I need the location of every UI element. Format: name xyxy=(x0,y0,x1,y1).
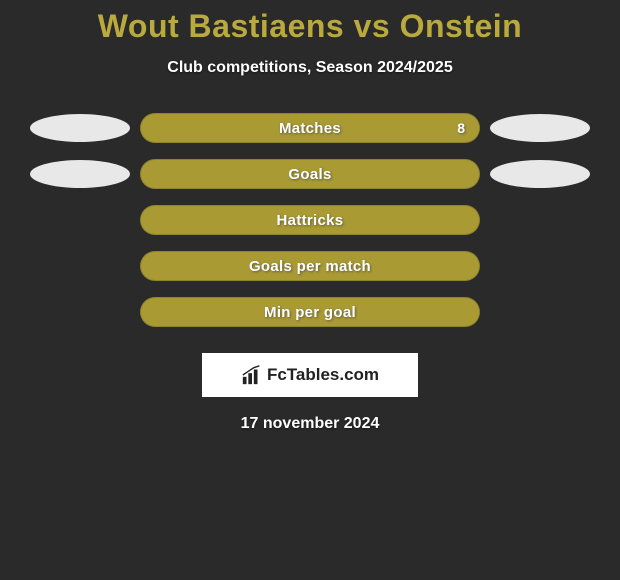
logo-text: FcTables.com xyxy=(267,365,379,385)
stat-row: Goals per match xyxy=(0,243,620,289)
stat-bar-goals-per-match: Goals per match xyxy=(140,251,480,281)
stat-bar-matches: Matches 8 xyxy=(140,113,480,143)
stat-row: Goals xyxy=(0,151,620,197)
stat-bar-hattricks: Hattricks xyxy=(140,205,480,235)
stat-row: Matches 8 xyxy=(0,105,620,151)
stat-label: Matches xyxy=(279,120,341,137)
bars-icon xyxy=(241,364,263,386)
left-ellipse xyxy=(30,114,130,142)
comparison-card: Wout Bastiaens vs Onstein Club competiti… xyxy=(0,0,620,580)
stat-row: Min per goal xyxy=(0,289,620,335)
page-title: Wout Bastiaens vs Onstein xyxy=(0,0,620,45)
stat-bar-goals: Goals xyxy=(140,159,480,189)
stat-label: Min per goal xyxy=(264,304,356,321)
left-ellipse xyxy=(30,160,130,188)
right-ellipse xyxy=(490,160,590,188)
stat-rows: Matches 8 Goals Hattricks Goals p xyxy=(0,105,620,335)
right-ellipse xyxy=(490,114,590,142)
stat-label: Goals xyxy=(288,166,331,183)
stat-row: Hattricks xyxy=(0,197,620,243)
stat-label: Hattricks xyxy=(277,212,344,229)
stat-label: Goals per match xyxy=(249,258,371,275)
page-subtitle: Club competitions, Season 2024/2025 xyxy=(0,59,620,77)
stat-value: 8 xyxy=(457,120,465,136)
logo-box: FcTables.com xyxy=(202,353,418,397)
stat-bar-min-per-goal: Min per goal xyxy=(140,297,480,327)
footer-date: 17 november 2024 xyxy=(0,415,620,433)
